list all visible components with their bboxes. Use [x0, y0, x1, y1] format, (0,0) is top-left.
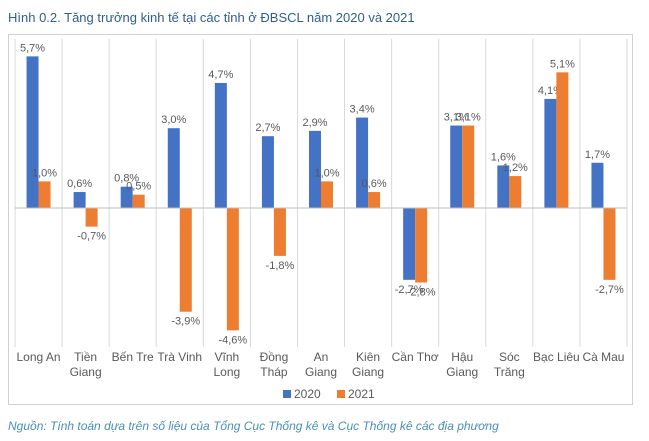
category-label: Trà Vinh: [157, 350, 202, 364]
data-label-2021: 1,2%: [503, 162, 528, 174]
category-label: Kiên: [356, 350, 380, 364]
category-label: Đồng: [260, 350, 289, 364]
category-label: Hậu: [451, 350, 473, 364]
category-label: Cà Mau: [582, 350, 624, 364]
data-label-2021: 0,6%: [362, 178, 387, 190]
data-label-2020: 4,7%: [208, 69, 233, 81]
data-label-2021: -4,6%: [218, 334, 247, 346]
bar-2020: [544, 98, 557, 208]
bar-2020: [591, 162, 604, 208]
data-label-2020: 0,8%: [114, 173, 139, 185]
bar-2021: [462, 125, 475, 208]
bar-2021: [368, 192, 381, 208]
bar-2021: [509, 176, 522, 208]
bar-2020: [214, 82, 227, 208]
data-label-2020: 0,6%: [67, 178, 92, 190]
data-label-2020: 2,7%: [255, 122, 280, 134]
chart-frame: 5,7% 0,6% 0,8% 3,0% 4,7% 2,7% 2,9% 3,4% -2,7% 3,1…: [8, 34, 633, 405]
legend-label-2021: 2021: [348, 387, 375, 401]
data-label-2021: 1,0%: [32, 167, 57, 179]
bar-2021: [38, 181, 51, 208]
bar-chart: 5,7% 0,6% 0,8% 3,0% 4,7% 2,7% 2,9% 3,4% -2,7% 3,1…: [14, 39, 628, 401]
bar-2021: [603, 208, 616, 280]
data-label-2021: -0,7%: [77, 231, 106, 243]
data-label-2020: 5,7%: [20, 42, 45, 54]
bar-2021: [179, 208, 192, 312]
bar-2020: [356, 117, 369, 208]
category-label: Vĩnh: [215, 350, 240, 364]
category-label: Bến Tre: [112, 350, 154, 364]
data-label-2020: -2,7%: [395, 284, 424, 296]
category-label: An: [314, 350, 329, 364]
data-label-2020: 3,4%: [350, 104, 375, 116]
data-label-2020: 2,9%: [302, 117, 327, 129]
data-label-2021: 5,1%: [550, 58, 575, 70]
category-label: Long: [213, 365, 240, 379]
category-label: Giang: [352, 365, 384, 379]
category-label: Long An: [17, 350, 61, 364]
data-label-2021: -2,8%: [407, 286, 436, 298]
legend-label-2020: 2020: [294, 387, 321, 401]
data-label-2021: 0,5%: [126, 181, 151, 193]
bar-2020: [403, 208, 416, 280]
bar-2021: [273, 208, 286, 256]
bar-2020: [120, 186, 133, 208]
bar-2021: [415, 208, 428, 283]
category-label: Trăng: [494, 365, 525, 379]
bar-2020: [450, 125, 463, 208]
bar-2020: [261, 136, 274, 208]
data-label-2020: 1,6%: [491, 151, 516, 163]
category-label: Tháp: [260, 365, 288, 379]
category-label: Cần Thơ: [392, 350, 439, 364]
legend-swatch-2020: [283, 390, 291, 398]
category-label: Giang: [446, 365, 478, 379]
source-note: Nguồn: Tính toán dựa trên số liệu của Tổ…: [8, 419, 499, 433]
data-label-2021: 3,1%: [456, 112, 481, 124]
legend-swatch-2021: [337, 390, 345, 398]
category-label: Bạc Liêu: [533, 350, 580, 364]
data-label-2020: 3,1%: [444, 112, 469, 124]
category-label: Giang: [305, 365, 337, 379]
bar-2020: [167, 128, 180, 208]
bar-2020: [309, 130, 321, 208]
chart-title: Hình 0.2. Tăng trưởng kinh tế tại các tỉ…: [8, 10, 415, 25]
data-label-2020: 1,7%: [585, 149, 610, 161]
bar-2021: [85, 208, 98, 227]
bar-2020: [26, 56, 39, 208]
data-label-2021: -1,8%: [266, 260, 295, 272]
bar-2021: [132, 194, 145, 208]
bar-2020: [73, 192, 86, 208]
data-label-2020: 3,0%: [161, 114, 186, 126]
category-label: Giang: [70, 365, 102, 379]
category-label: Tiền: [74, 350, 97, 364]
bar-2020: [497, 165, 510, 208]
category-label: Sóc: [499, 350, 520, 364]
bar-2021: [226, 208, 239, 331]
data-label-2021: -2,7%: [595, 284, 624, 296]
data-label-2021: 1,0%: [314, 167, 339, 179]
bar-2021: [556, 72, 569, 208]
data-label-2021: -3,9%: [171, 316, 200, 328]
bar-2021: [321, 181, 333, 208]
